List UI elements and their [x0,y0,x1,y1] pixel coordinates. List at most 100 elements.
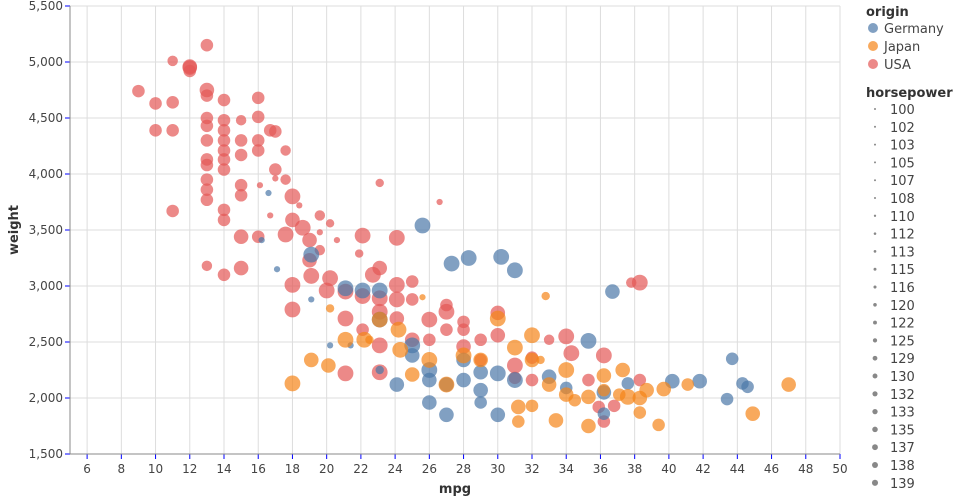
size-legend-label: 135 [890,423,915,438]
data-point-usa [388,291,405,308]
legend-swatch-japan [868,41,878,51]
size-legend-symbol [871,479,879,486]
data-point-germany [473,364,488,380]
data-point-japan [615,362,630,378]
data-point-usa [267,212,274,219]
data-point-japan [745,406,761,421]
data-point-usa [333,236,341,244]
x-tick-label: 16 [251,462,266,476]
x-tick-label: 40 [661,462,676,476]
data-point-japan [321,358,336,373]
data-point-japan [337,331,354,348]
size-legend-label: 116 [890,281,915,296]
data-point-japan [455,347,472,364]
data-point-usa [217,144,231,157]
data-point-japan [536,355,545,365]
data-point-usa [490,327,506,343]
data-point-usa [217,153,231,166]
data-point-usa [233,260,249,276]
data-point-usa [166,204,179,218]
size-legend-symbol [872,355,878,361]
data-point-usa [234,189,248,202]
x-tick-label: 46 [764,462,779,476]
data-point-usa [337,365,354,382]
data-point-usa [372,260,388,276]
data-point-japan [596,368,612,383]
data-point-germany [473,382,488,398]
data-point-usa [388,276,405,293]
size-legend-label: 112 [890,228,915,243]
data-point-usa [303,268,320,284]
data-point-usa [607,399,621,413]
legend-label-germany: Germany [884,22,944,37]
data-point-usa [582,373,595,387]
data-point-germany [580,332,597,349]
data-point-japan [681,378,694,391]
data-point-germany [621,377,635,390]
data-point-usa [132,84,145,98]
data-point-usa [200,193,214,207]
data-point-usa [296,202,303,209]
data-point-japan [390,321,407,338]
data-point-usa [421,311,438,328]
size-legend-title: horsepower [866,86,953,101]
data-point-germany [506,262,523,279]
size-legend-label: 137 [890,441,915,456]
color-legend-title: origin [866,5,909,20]
data-point-germany [371,282,388,299]
data-point-japan [581,389,596,405]
size-legend-symbol [872,391,878,397]
data-point-germany [725,352,739,366]
data-point-germany [506,372,523,388]
data-point-germany [597,407,611,420]
x-tick-label: 50 [832,462,847,476]
data-point-usa [200,183,214,196]
y-axis-title: weight [7,205,22,255]
data-point-usa [235,115,247,126]
data-point-germany [326,342,334,349]
size-legend-label: 110 [890,210,915,225]
data-point-usa [217,93,231,107]
size-legend-symbol [873,196,877,200]
size-legend-label: 130 [890,370,915,385]
size-legend-symbol [872,408,878,415]
data-point-usa [440,323,453,336]
x-tick-label: 8 [118,462,126,476]
data-point-japan [781,377,796,392]
data-point-usa [506,357,523,374]
data-point-usa [149,97,162,110]
data-point-usa [563,345,580,362]
data-point-usa [277,226,294,243]
x-tick-label: 20 [319,462,334,476]
data-point-usa [166,124,179,137]
size-legend-symbol [873,267,877,271]
data-point-usa [633,373,647,387]
x-tick-label: 26 [422,462,437,476]
data-point-usa [251,144,265,157]
size-legend-symbol [873,303,877,307]
data-point-usa [233,229,249,245]
size-legend-label: 125 [890,334,915,349]
size-legend-label: 105 [890,156,915,171]
size-legend-symbol [874,179,876,182]
data-point-usa [294,219,311,236]
data-point-usa [217,203,231,217]
x-tick-label: 22 [353,462,368,476]
legend: origin Germany Japan USA horsepower 100 102… [866,5,953,492]
data-point-usa [217,134,231,147]
size-legend-symbol [873,320,877,325]
data-point-usa [269,125,282,138]
x-axis-title: mpg [439,482,471,497]
data-point-japan [541,377,557,392]
data-point-germany [404,337,421,354]
size-legend-symbol [872,373,878,379]
data-point-usa [354,249,364,258]
y-tick-label: 1,500 [29,447,63,461]
data-point-japan [568,393,582,407]
legend-swatch-germany [868,23,878,33]
size-legend-label: 122 [890,317,915,332]
data-point-usa [558,328,575,345]
data-point-usa [631,274,648,291]
data-point-usa [183,64,197,78]
